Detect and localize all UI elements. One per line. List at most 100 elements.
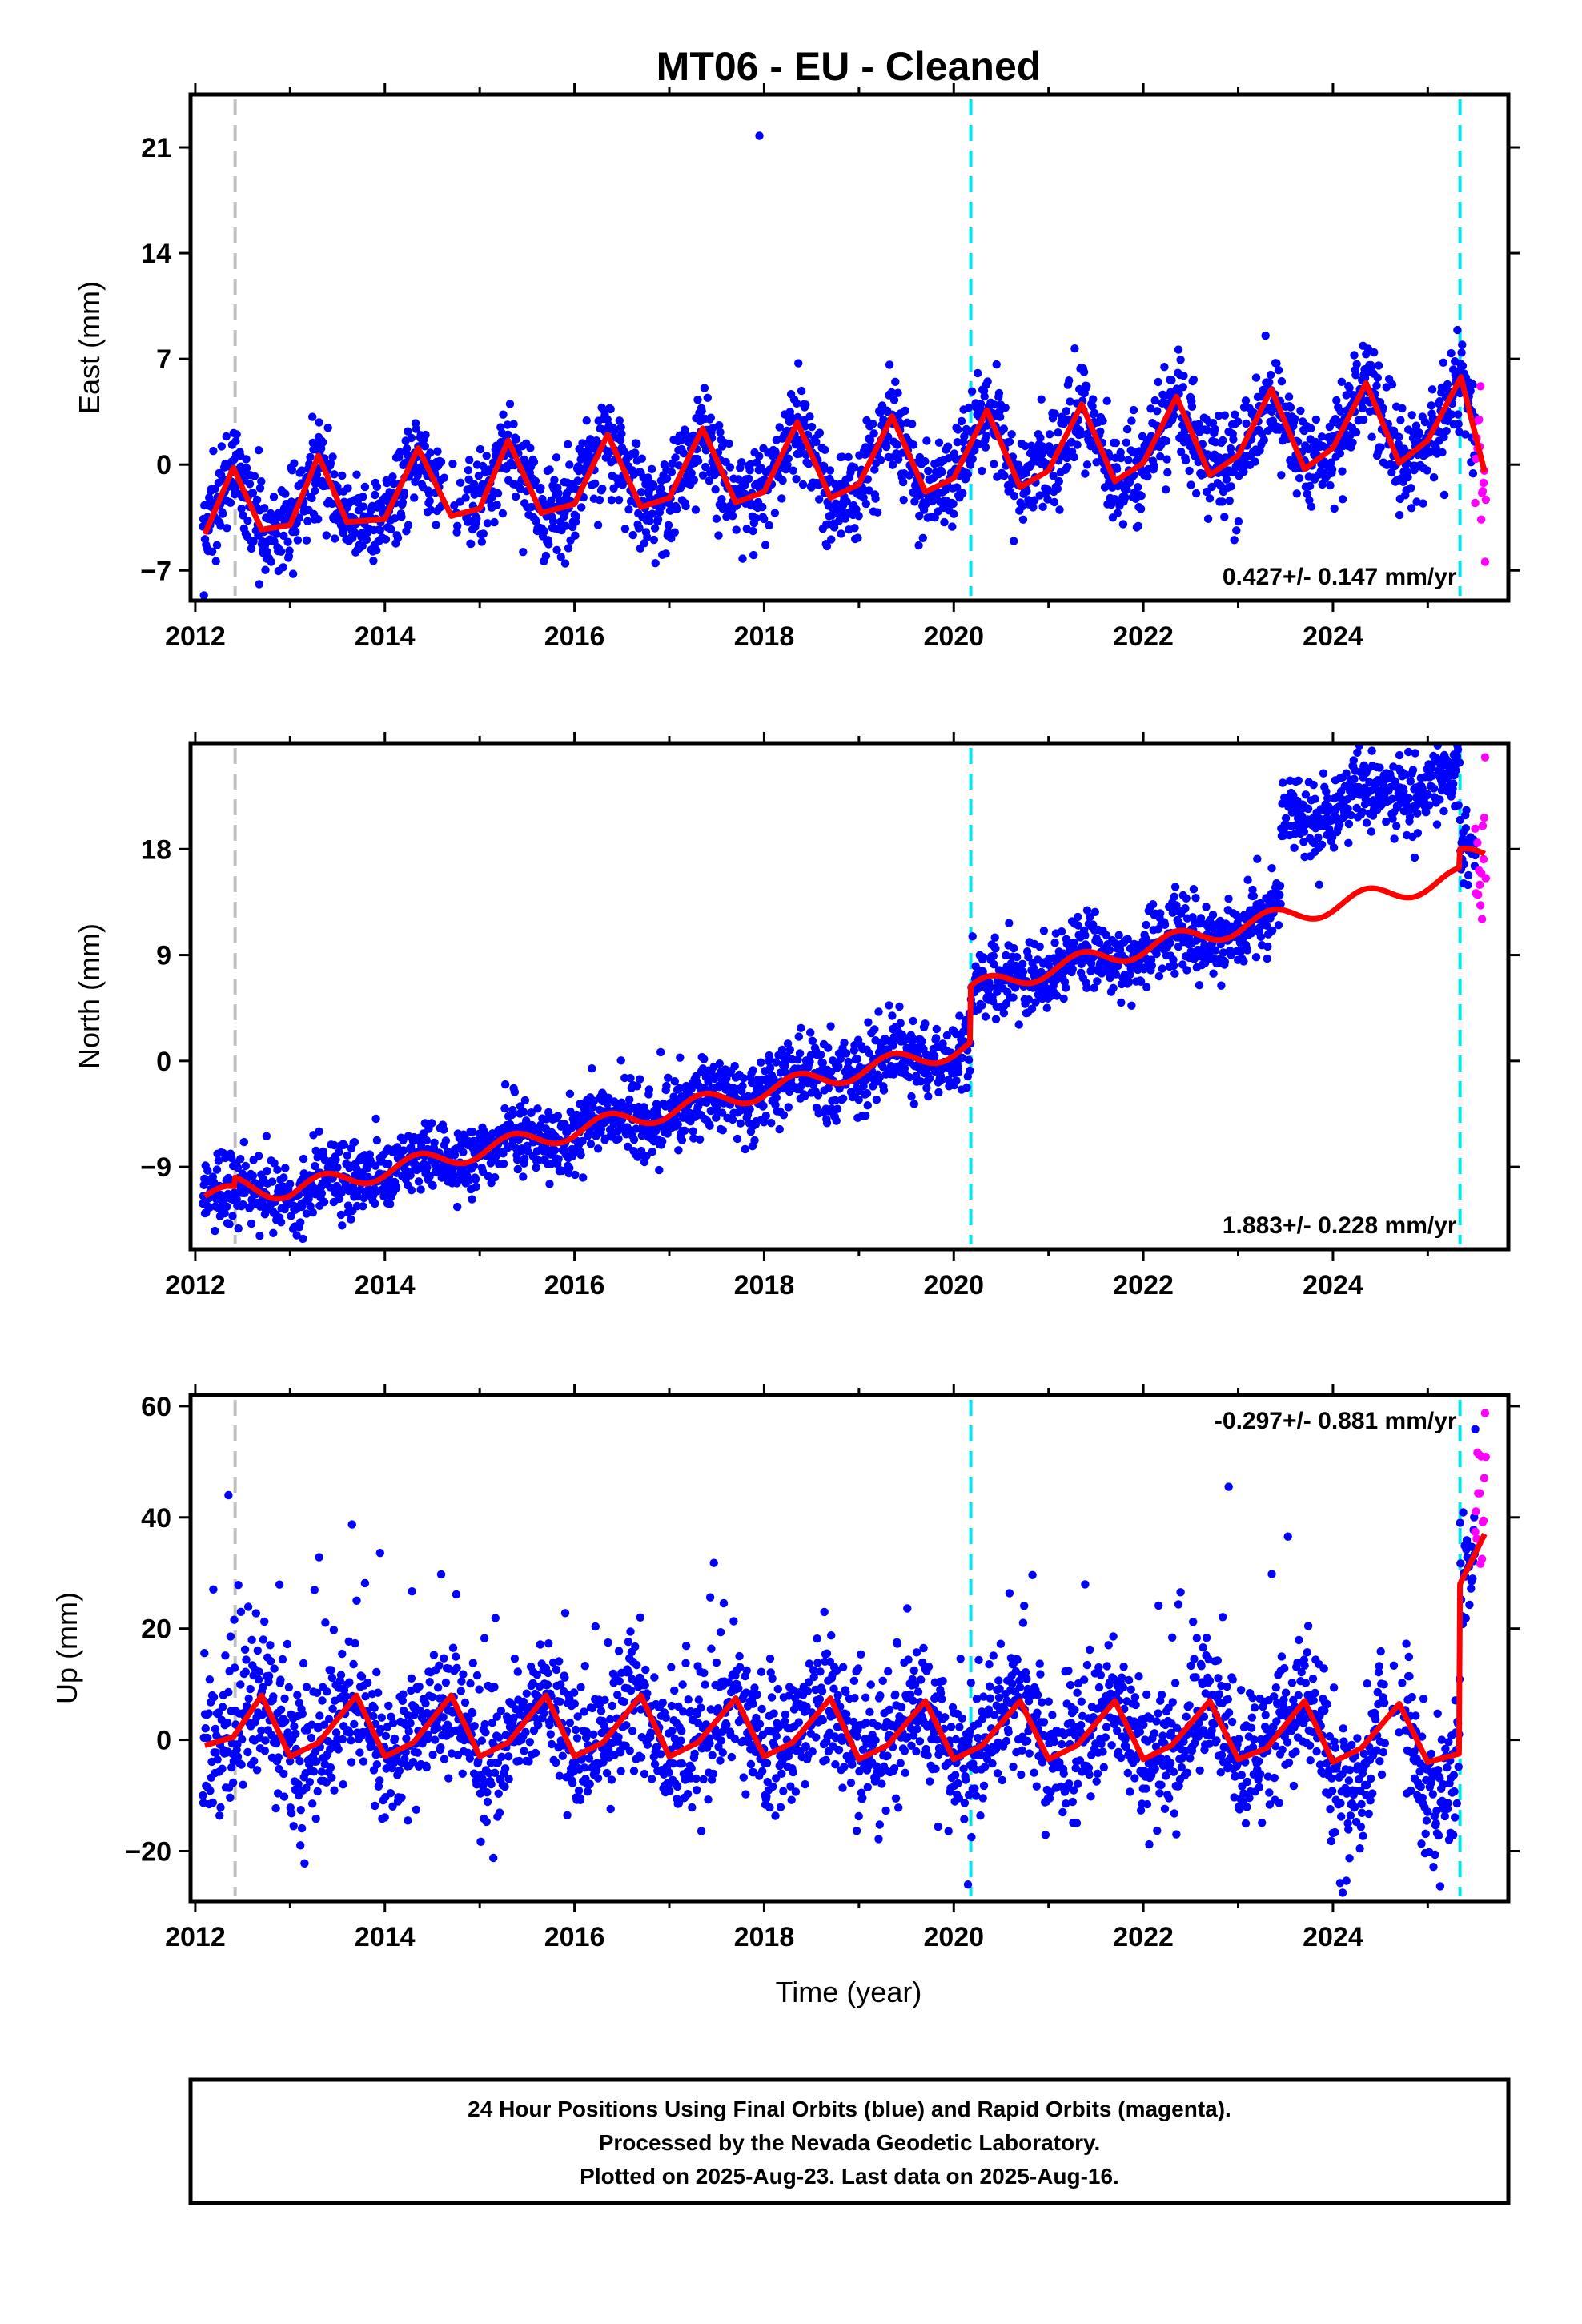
final-orbit-point (1445, 731, 1453, 739)
y-tick-label: 9 (156, 941, 171, 971)
final-orbit-point (778, 476, 787, 485)
final-orbit-point (1117, 453, 1126, 463)
x-tick-label: 2012 (165, 621, 226, 652)
final-orbit-point (1211, 424, 1219, 434)
final-orbit-point (1265, 378, 1274, 387)
final-orbit-point (314, 515, 323, 524)
rapid-orbit-point (1473, 838, 1482, 847)
final-orbit-point (1053, 991, 1062, 1000)
final-orbit-point (464, 466, 473, 475)
outlier-point (755, 131, 764, 140)
final-orbit-point (548, 517, 558, 526)
final-orbit-point (1330, 504, 1339, 513)
final-orbit-point (299, 1234, 307, 1244)
final-orbit-point (632, 1082, 642, 1091)
final-orbit-point (369, 557, 378, 565)
final-orbit-point (500, 1160, 508, 1168)
final-orbit-point (863, 475, 873, 484)
final-orbit-point (795, 1049, 805, 1058)
final-orbit-point (303, 517, 312, 525)
final-orbit-point (1122, 424, 1132, 434)
final-orbit-point (648, 1148, 656, 1156)
final-orbit-point (1102, 396, 1111, 405)
final-orbit-point (322, 531, 331, 540)
final-orbit-point (209, 1693, 219, 1702)
final-orbit-point (1137, 491, 1146, 501)
final-orbit-point (209, 1585, 218, 1594)
final-orbit-point (725, 439, 733, 448)
final-orbit-point (295, 513, 304, 522)
final-orbit-point (422, 1136, 431, 1145)
final-orbit-point (1427, 763, 1436, 773)
final-orbit-point (706, 413, 715, 422)
final-orbit-point (733, 1134, 742, 1144)
final-orbit-point (1142, 920, 1150, 930)
final-orbit-point (1295, 474, 1304, 483)
final-orbit-point (228, 1212, 237, 1220)
final-orbit-point (670, 1077, 679, 1086)
final-orbit-point (818, 1059, 827, 1068)
final-orbit-point (272, 529, 281, 538)
final-orbit-point (1054, 476, 1064, 486)
final-orbit-point (1231, 410, 1239, 419)
final-orbit-point (806, 1028, 815, 1037)
final-orbit-point (620, 525, 630, 533)
final-orbit-point (1014, 460, 1023, 469)
final-orbit-point (815, 495, 824, 504)
final-orbit-point (1286, 403, 1295, 412)
final-orbit-point (655, 1165, 664, 1175)
final-orbit-point (1160, 363, 1169, 372)
final-orbit-point (648, 464, 656, 473)
final-orbit-point (561, 521, 570, 530)
final-orbit-point (541, 551, 551, 561)
final-orbit-point (359, 1193, 368, 1203)
final-orbit-point (640, 1103, 648, 1112)
final-orbit-point (1294, 776, 1303, 785)
final-orbit-point (1053, 485, 1062, 493)
final-orbit-point (257, 477, 266, 486)
final-orbit-point (312, 470, 322, 479)
final-orbit-point (1018, 967, 1028, 976)
final-orbit-point (1343, 804, 1352, 814)
final-orbit-point (1136, 505, 1146, 513)
final-orbit-point (698, 471, 708, 480)
final-orbit-point (565, 1164, 574, 1172)
final-orbit-point (453, 521, 462, 530)
final-orbit-point (436, 457, 446, 467)
x-tick-label: 2018 (734, 621, 795, 652)
final-orbit-point (1209, 969, 1218, 978)
final-orbit-point (1029, 503, 1038, 512)
final-orbit-point (812, 437, 821, 447)
final-orbit-point (211, 1226, 219, 1236)
final-orbit-point (865, 436, 875, 444)
final-orbit-point (499, 410, 508, 419)
final-orbit-point (896, 1019, 905, 1027)
final-orbit-point (1170, 883, 1180, 891)
final-orbit-point (895, 1002, 904, 1011)
final-orbit-point (286, 1180, 295, 1188)
final-orbit-point (1239, 957, 1248, 966)
final-orbit-point (968, 932, 977, 941)
final-orbit-point (566, 1108, 575, 1116)
final-orbit-point (306, 1201, 315, 1211)
final-orbit-point (963, 470, 973, 479)
final-orbit-point (593, 521, 603, 529)
final-orbit-point (223, 1718, 232, 1727)
final-orbit-point (201, 1724, 210, 1733)
final-orbit-point (681, 501, 690, 511)
final-orbit-point (1225, 497, 1235, 505)
final-orbit-point (1162, 436, 1171, 445)
final-orbit-point (980, 392, 989, 401)
final-orbit-point (204, 1709, 213, 1718)
final-orbit-point (468, 1128, 477, 1136)
final-orbit-point (1229, 435, 1238, 444)
final-orbit-point (924, 466, 933, 476)
final-orbit-point (308, 1208, 317, 1217)
final-orbit-point (545, 465, 554, 474)
final-orbit-point (1124, 456, 1133, 464)
final-orbit-point (363, 1164, 371, 1173)
final-orbit-point (399, 1146, 408, 1155)
final-orbit-point (1372, 381, 1381, 390)
final-orbit-point (1147, 961, 1157, 970)
final-orbit-point (1133, 456, 1142, 464)
